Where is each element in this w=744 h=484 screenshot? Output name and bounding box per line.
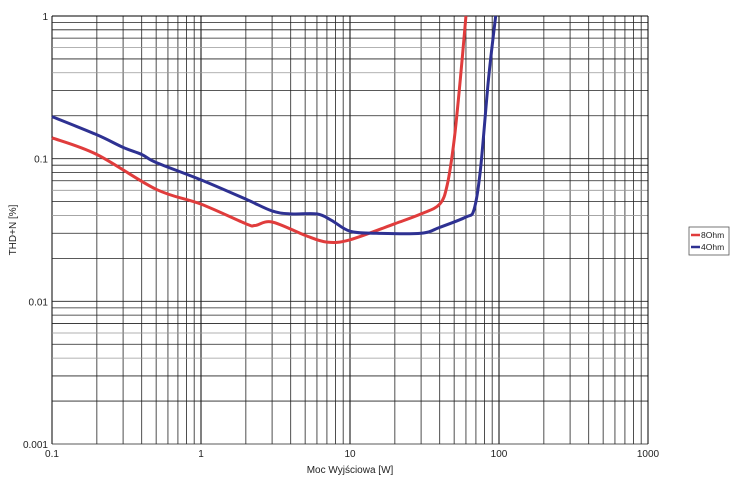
y-tick-label: 0.1 xyxy=(34,155,48,166)
legend: 8Ohm 4Ohm xyxy=(688,226,730,256)
legend-box xyxy=(688,226,730,256)
tick-labels: 0.1 1 10 100 1000 0.001 0.01 0.1 1 xyxy=(23,12,660,460)
x-tick-label: 100 xyxy=(491,449,508,460)
legend-label-4ohm: 4Ohm xyxy=(701,242,724,252)
y-tick-label: 1 xyxy=(42,12,48,23)
y-axis-label: THD+N [%] xyxy=(8,204,19,255)
series-lines xyxy=(51,15,498,245)
x-tick-label: 1 xyxy=(198,449,204,460)
legend-label-8ohm: 8Ohm xyxy=(701,230,724,240)
x-tick-label: 10 xyxy=(344,449,356,460)
series-line-4ohm xyxy=(51,15,498,236)
y-tick-label: 0.01 xyxy=(29,297,49,308)
series-line-8ohm xyxy=(51,15,468,245)
y-tick-label: 0.001 xyxy=(23,440,48,451)
x-tick-label: 0.1 xyxy=(45,449,59,460)
x-axis-label: Moc Wyjściowa [W] xyxy=(307,465,394,476)
x-tick-label: 1000 xyxy=(637,449,660,460)
